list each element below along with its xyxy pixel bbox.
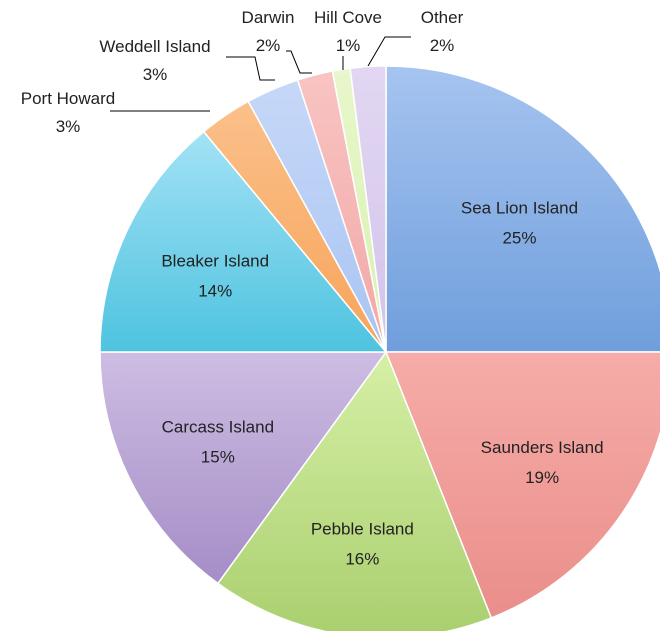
slice-label-other: Other — [421, 8, 464, 27]
slice-label-bleaker-island: Bleaker Island — [161, 252, 269, 271]
leader-line-weddell-island — [226, 56, 275, 81]
slice-value-bleaker-island: 14% — [198, 282, 232, 301]
slice-label-saunders-island: Saunders Island — [481, 438, 604, 457]
slice-value-saunders-island: 19% — [525, 468, 559, 487]
leader-line-other — [367, 36, 411, 67]
pie-slices — [99, 65, 660, 631]
slice-saunders-island — [384, 351, 660, 619]
slice-pebble-island — [216, 350, 493, 631]
slice-other — [349, 65, 387, 353]
slice-value-other: 2% — [430, 36, 455, 55]
slice-sea-lion-island — [385, 65, 660, 353]
slice-label-pebble-island: Pebble Island — [311, 519, 414, 538]
slice-value-weddell-island: 3% — [143, 65, 168, 84]
slice-label-sea-lion-island: Sea Lion Island — [461, 199, 578, 218]
slice-label-carcass-island: Carcass Island — [162, 418, 274, 437]
slice-carcass-island — [99, 351, 388, 585]
slice-bleaker-island — [99, 130, 388, 353]
slice-value-pebble-island: 16% — [345, 549, 379, 568]
slice-label-weddell-island: Weddell Island — [99, 37, 210, 56]
slice-label-port-howard: Port Howard — [21, 89, 115, 108]
leader-lines — [110, 36, 411, 112]
slice-label-darwin: Darwin — [242, 8, 295, 27]
slice-value-darwin: 2% — [256, 36, 281, 55]
slice-value-hill-cove: 1% — [336, 36, 361, 55]
slice-value-sea-lion-island: 25% — [502, 229, 536, 248]
slice-value-carcass-island: 15% — [201, 448, 235, 467]
slice-value-port-howard: 3% — [56, 117, 81, 136]
slice-label-hill-cove: Hill Cove — [314, 8, 382, 27]
leader-line-darwin — [286, 50, 312, 74]
slice-labels: Sea Lion Island 25% Saunders Island 19% Pebb… — [21, 8, 604, 568]
